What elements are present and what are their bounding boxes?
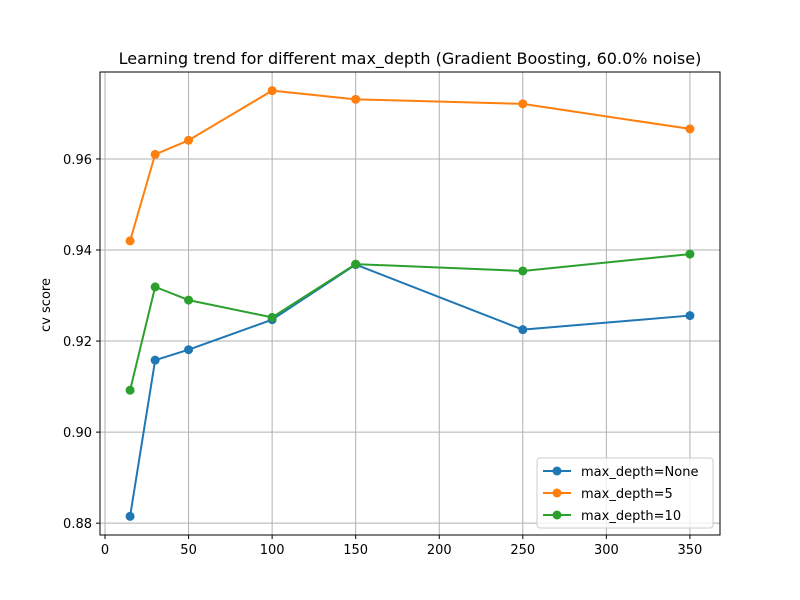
legend: max_depth=None max_depth=5 max_depth=10 (536, 457, 714, 529)
data-point (125, 385, 135, 395)
x-tick-label: 350 (678, 543, 703, 558)
data-point (150, 355, 160, 365)
data-point (685, 124, 695, 134)
series-layer (125, 86, 695, 521)
chart-title: Learning trend for different max_depth (… (119, 49, 702, 69)
legend-marker (552, 466, 562, 476)
x-tick-label: 150 (343, 543, 368, 558)
data-point (184, 295, 194, 305)
x-tick-label: 200 (427, 543, 452, 558)
data-point (267, 86, 277, 96)
data-point (351, 259, 361, 269)
y-tick-label: 0.88 (63, 517, 92, 532)
y-tick-label: 0.96 (63, 153, 92, 168)
data-point (518, 266, 528, 276)
data-point (685, 249, 695, 259)
x-tick-label: 0 (101, 543, 109, 558)
data-point (184, 345, 194, 355)
legend-marker (552, 510, 562, 520)
data-point (184, 135, 194, 145)
data-point (351, 94, 361, 104)
data-point (150, 282, 160, 292)
legend-box (536, 457, 714, 529)
y-tick-label: 0.90 (63, 426, 92, 441)
legend-label: max_depth=5 (581, 487, 673, 502)
y-tick-label: 0.92 (63, 335, 92, 350)
data-point (518, 325, 528, 335)
x-tick-label: 250 (510, 543, 535, 558)
x-tick-label: 100 (260, 543, 285, 558)
data-point (518, 99, 528, 109)
x-tick-label: 300 (594, 543, 619, 558)
plot-frame (99, 71, 721, 536)
legend-item: max_depth=None (543, 465, 698, 480)
data-point (125, 236, 135, 246)
data-point (267, 312, 277, 322)
legend-label: max_depth=10 (581, 509, 681, 524)
legend-label: max_depth=None (581, 465, 698, 480)
data-point (125, 511, 135, 521)
x-tick-label: 50 (180, 543, 197, 558)
y-tick-label: 0.94 (63, 244, 92, 259)
data-point (150, 149, 160, 159)
y-axis: 0.88 0.90 0.92 0.94 0.96 (63, 153, 100, 532)
legend-item: max_depth=10 (543, 509, 681, 524)
y-axis-label: cv score (39, 278, 54, 332)
legend-item: max_depth=5 (543, 487, 673, 502)
data-point (685, 311, 695, 321)
series-2 (125, 249, 695, 395)
series-1 (125, 86, 695, 246)
legend-marker (552, 488, 562, 498)
x-axis: 0 50 100 150 200 250 300 350 (101, 535, 702, 558)
